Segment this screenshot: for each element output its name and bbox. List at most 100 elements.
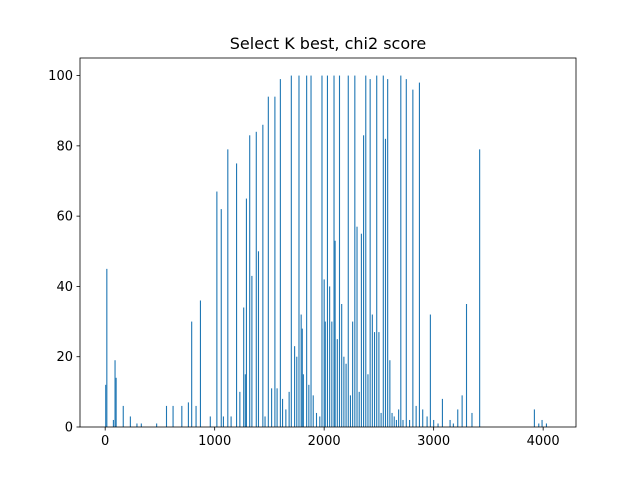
bar [441,398,443,427]
bar [331,321,333,427]
bar [437,423,439,427]
bar [457,409,459,427]
y-tick-label: 100 [48,69,73,84]
bar [279,79,281,427]
bar [220,209,222,427]
bar [105,384,107,427]
bar [352,321,354,427]
bar [112,419,114,427]
bar [422,409,424,427]
bar [264,416,266,427]
bar [333,75,335,427]
bar [429,314,431,427]
bar [409,419,411,427]
bar [140,423,142,427]
bar [387,79,389,427]
bar [371,314,373,427]
y-tick-label: 20 [56,350,73,365]
bar [479,149,481,427]
bar [230,416,232,427]
bar [323,279,325,427]
bar [274,96,276,427]
bar [541,419,543,427]
x-axis: 0 1000 2000 3000 4000 [101,427,560,449]
bar [356,226,358,427]
chart-title: Select K best, chi2 score [230,34,426,53]
bar [343,356,345,427]
bar [301,328,303,427]
bar [382,75,384,427]
bar [227,149,229,427]
bar [367,374,369,427]
bar [400,75,402,427]
bar [209,416,211,427]
bar [285,409,287,427]
y-tick-label: 40 [56,280,73,295]
bar [389,360,391,427]
bar [165,405,168,427]
bar-series [105,75,547,428]
bar [384,138,387,427]
bar [114,360,116,427]
y-tick-label: 80 [56,139,73,154]
bar [310,75,312,427]
bar [533,409,535,427]
bar [302,374,304,427]
bar [365,75,367,427]
bar [433,419,435,427]
bar [129,416,131,427]
bar [398,409,400,427]
bar [465,304,468,427]
plot-frame [79,57,577,428]
bar [380,412,382,427]
bar [391,412,393,427]
bar [282,398,284,427]
bar [216,191,218,427]
bar [243,307,245,427]
bar [345,363,347,427]
bar [324,321,326,427]
bar [449,419,451,427]
bar [418,82,420,427]
bar [136,423,138,427]
bar [298,75,300,427]
bar [412,89,414,427]
x-tick-label: 4000 [527,434,560,449]
bar [354,75,356,427]
bar [257,251,260,427]
bar [338,75,341,427]
bar [395,419,397,427]
bar [415,405,417,427]
bar [288,391,290,427]
bar [172,405,174,427]
y-tick-label: 0 [65,421,73,436]
bar [471,412,473,427]
x-tick-label: 2000 [308,434,341,449]
bar [326,75,328,427]
bar [222,416,224,427]
bar [181,405,183,427]
bar [106,268,108,427]
bar [267,96,269,427]
bar [349,395,351,427]
bar [249,135,251,427]
bar [369,79,371,427]
bar [290,75,292,427]
y-axis: 0 20 40 60 80 100 [48,69,80,436]
bar [187,402,189,427]
x-tick-label: 0 [101,434,109,449]
bar [122,405,124,427]
bar [156,423,158,427]
y-tick-label: 60 [56,210,73,225]
bar [452,423,454,427]
bar [251,275,253,427]
bar [363,135,365,427]
bar [308,384,310,427]
bar [329,286,331,427]
bar [245,198,247,427]
bar [373,332,376,427]
x-tick-label: 1000 [198,434,231,449]
bar [358,391,360,427]
